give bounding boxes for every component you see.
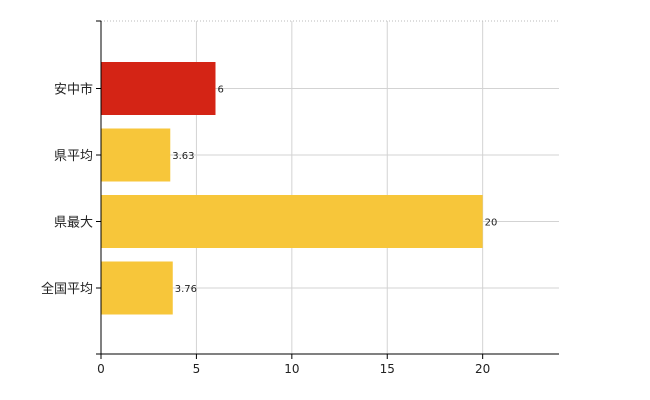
category-label: 県最大 (54, 216, 93, 231)
bar (101, 261, 173, 315)
bars (101, 62, 483, 315)
category-label: 県平均 (54, 149, 93, 164)
data-label: 3.76 (175, 284, 197, 295)
data-label: 3.63 (172, 151, 194, 162)
bar (101, 62, 216, 115)
bar (101, 128, 171, 182)
x-tick-label: 20 (475, 362, 490, 376)
x-tick-label: 15 (380, 362, 395, 376)
data-label: 20 (485, 218, 498, 229)
data-label: 6 (218, 85, 224, 96)
category-label: 安中市 (54, 82, 93, 98)
axes (96, 20, 559, 359)
x-tick-label: 5 (193, 362, 201, 376)
category-label: 全国平均 (41, 281, 93, 297)
grid-lines (101, 20, 559, 354)
x-tick-label: 10 (284, 362, 299, 376)
bar (101, 195, 483, 248)
x-tick-label: 0 (97, 362, 105, 376)
